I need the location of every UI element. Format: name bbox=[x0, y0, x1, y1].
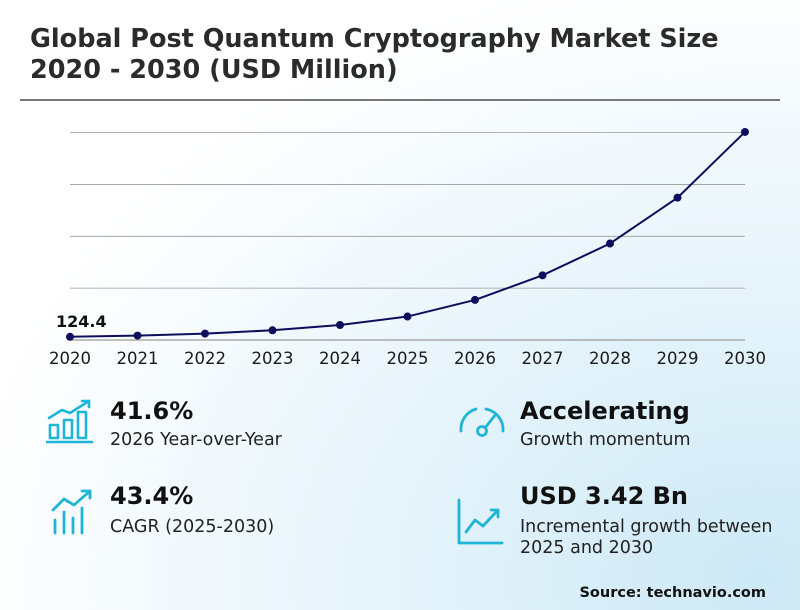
speedometer-icon bbox=[459, 407, 505, 437]
x-tick-label: 2024 bbox=[319, 349, 361, 368]
trend-bars-icon bbox=[51, 489, 92, 535]
data-point bbox=[403, 312, 412, 321]
line-chart-up-icon bbox=[457, 498, 504, 545]
data-point bbox=[336, 320, 344, 329]
x-tick-label: 2023 bbox=[252, 349, 294, 368]
x-tick-label: 2021 bbox=[117, 349, 159, 368]
x-tick-label: 2029 bbox=[657, 349, 699, 368]
title-divider bbox=[20, 99, 780, 101]
kpi-yoy-value: 41.6% bbox=[110, 397, 194, 425]
kpi-momentum-label: Growth momentum bbox=[520, 430, 691, 450]
data-point bbox=[673, 193, 682, 202]
kpi-momentum-value: Accelerating bbox=[520, 397, 690, 425]
data-point bbox=[133, 331, 142, 340]
x-tick-label: 2028 bbox=[589, 349, 631, 368]
data-point bbox=[538, 271, 547, 280]
kpi-yoy-label: 2026 Year-over-Year bbox=[110, 430, 282, 450]
kpi-incremental-value: USD 3.42 Bn bbox=[520, 482, 688, 510]
data-point bbox=[66, 332, 74, 341]
x-tick-label: 2025 bbox=[387, 349, 429, 368]
x-tick-label: 2030 bbox=[724, 349, 766, 368]
data-point bbox=[201, 329, 209, 338]
kpi-cagr-label: CAGR (2025-2030) bbox=[110, 517, 275, 537]
data-point bbox=[741, 127, 749, 136]
data-point bbox=[268, 326, 277, 335]
bar-chart-growth-icon bbox=[46, 399, 94, 444]
x-tick-label: 2027 bbox=[522, 349, 564, 368]
series-line bbox=[69, 131, 746, 338]
data-point bbox=[471, 295, 479, 304]
data-point bbox=[606, 239, 614, 248]
data-label: 124.4 bbox=[56, 312, 107, 331]
kpi-incremental-label: Incremental growth between 2025 and 2030 bbox=[520, 517, 773, 558]
line-chart: 2020 2021 2022 2023 2024 2025 2026 2027 2028 2029… bbox=[49, 127, 766, 368]
x-tick-label: 2022 bbox=[184, 349, 226, 368]
x-tick-label: 2020 bbox=[49, 349, 91, 368]
kpi-cagr-value: 43.4% bbox=[110, 482, 194, 510]
x-tick-label: 2026 bbox=[454, 349, 496, 368]
chart-title: Global Post Quantum Cryptography Market … bbox=[30, 24, 719, 85]
source-credit: Source: technavio.com bbox=[579, 585, 766, 601]
